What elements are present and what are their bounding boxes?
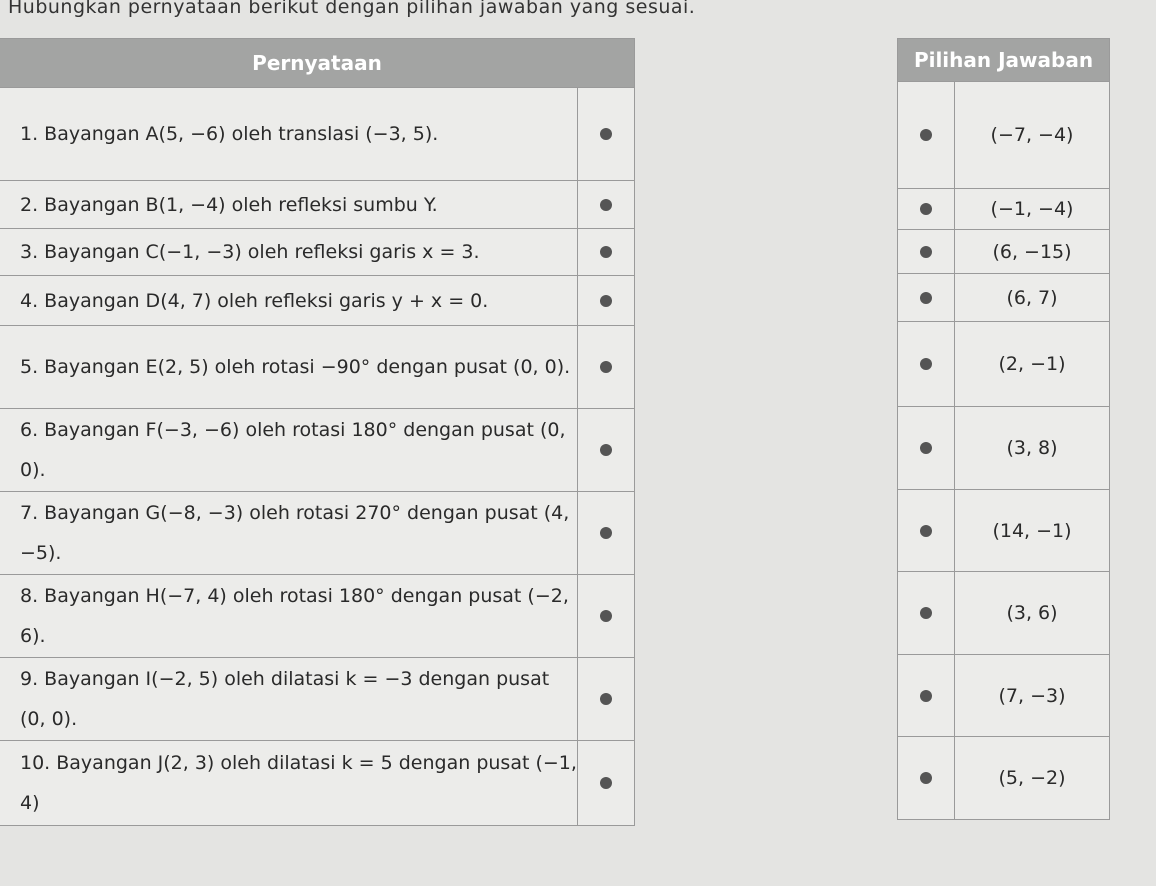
statement-text: 9. Bayangan I(−2, 5) oleh dilatasi k = −… [0,657,578,741]
statement-connector[interactable] [577,180,635,229]
statement-row: 9. Bayangan I(−2, 5) oleh dilatasi k = −… [0,657,635,741]
statement-connector[interactable] [577,228,635,276]
answer-text: (−7, −4) [954,81,1110,189]
statement-connector[interactable] [577,657,635,741]
answer-row: (14, −1) [897,489,1110,572]
answer-row: (−7, −4) [897,81,1110,189]
statement-text: 1. Bayangan A(5, −6) oleh translasi (−3,… [0,87,578,181]
statement-row: 3. Bayangan C(−1, −3) oleh refleksi gari… [0,228,635,276]
answer-text: (3, 8) [954,406,1110,490]
answer-row: (5, −2) [897,736,1110,820]
answer-connector[interactable] [897,321,955,407]
statement-row: 2. Bayangan B(1, −4) oleh refleksi sumbu… [0,180,635,229]
answer-row: (3, 8) [897,406,1110,490]
connector-dot-icon[interactable] [600,361,612,373]
connector-dot-icon[interactable] [600,693,612,705]
answer-connector[interactable] [897,81,955,189]
answer-row: (6, 7) [897,273,1110,322]
answer-text: (3, 6) [954,571,1110,655]
statement-row: 6. Bayangan F(−3, −6) oleh rotasi 180° d… [0,408,635,492]
connector-dot-icon[interactable] [600,444,612,456]
connector-dot-icon[interactable] [600,128,612,140]
answer-connector[interactable] [897,229,955,274]
answer-connector[interactable] [897,273,955,322]
statement-text: 3. Bayangan C(−1, −3) oleh refleksi gari… [0,228,578,276]
statement-connector[interactable] [577,740,635,826]
answer-connector[interactable] [897,406,955,490]
connector-dot-icon[interactable] [600,294,612,307]
statement-row: 4. Bayangan D(4, 7) oleh refleksi garis … [0,275,635,326]
statement-connector[interactable] [577,408,635,492]
statement-text: 6. Bayangan F(−3, −6) oleh rotasi 180° d… [0,408,578,492]
connector-dot-icon[interactable] [920,772,932,784]
answer-row: (6, −15) [897,229,1110,274]
statement-row: 10. Bayangan J(2, 3) oleh dilatasi k = 5… [0,740,635,826]
answer-text: (6, 7) [954,273,1110,322]
connector-dot-icon[interactable] [600,527,612,539]
statement-row: 1. Bayangan A(5, −6) oleh translasi (−3,… [0,87,635,181]
connector-dot-icon[interactable] [600,610,612,622]
statements-header: Pernyataan [0,38,635,88]
answer-row: (2, −1) [897,321,1110,407]
instruction-text: Hubungkan pernyataan berikut dengan pili… [8,0,696,18]
answer-text: (14, −1) [954,489,1110,572]
connector-dot-icon[interactable] [920,442,932,454]
statement-row: 7. Bayangan G(−8, −3) oleh rotasi 270° d… [0,491,635,575]
connector-dot-icon[interactable] [920,129,932,141]
answer-text: (5, −2) [954,736,1110,820]
answer-connector[interactable] [897,736,955,820]
statements-table: Pernyataan 1. Bayangan A(5, −6) oleh tra… [0,38,635,826]
answer-text: (−1, −4) [954,188,1110,230]
statement-text: 7. Bayangan G(−8, −3) oleh rotasi 270° d… [0,491,578,575]
answer-text: (2, −1) [954,321,1110,407]
statement-text: 4. Bayangan D(4, 7) oleh refleksi garis … [0,275,578,326]
answer-text: (7, −3) [954,654,1110,737]
statement-connector[interactable] [577,275,635,326]
answer-connector[interactable] [897,188,955,230]
statement-text: 5. Bayangan E(2, 5) oleh rotasi −90° den… [0,325,578,409]
connector-dot-icon[interactable] [920,607,932,619]
answer-row: (3, 6) [897,571,1110,655]
answer-connector[interactable] [897,654,955,737]
connector-dot-icon[interactable] [600,777,612,789]
statement-connector[interactable] [577,87,635,181]
statement-connector[interactable] [577,325,635,409]
answer-connector[interactable] [897,571,955,655]
answers-table: Pilihan Jawaban (−7, −4) (−1, −4) (6, −15)… [897,38,1110,820]
connector-dot-icon[interactable] [920,245,932,258]
answer-row: (−1, −4) [897,188,1110,230]
answer-row: (7, −3) [897,654,1110,737]
statement-text: 2. Bayangan B(1, −4) oleh refleksi sumbu… [0,180,578,229]
connector-dot-icon[interactable] [920,203,932,215]
statement-row: 8. Bayangan H(−7, 4) oleh rotasi 180° de… [0,574,635,658]
answer-connector[interactable] [897,489,955,572]
answers-header: Pilihan Jawaban [897,38,1110,82]
connector-dot-icon[interactable] [920,358,932,370]
connector-dot-icon[interactable] [920,689,932,702]
answer-text: (6, −15) [954,229,1110,274]
connector-dot-icon[interactable] [600,198,612,211]
connector-dot-icon[interactable] [600,246,612,258]
statement-connector[interactable] [577,491,635,575]
statement-connector[interactable] [577,574,635,658]
statement-text: 10. Bayangan J(2, 3) oleh dilatasi k = 5… [0,740,578,826]
connector-dot-icon[interactable] [920,291,932,304]
connector-dot-icon[interactable] [920,524,932,537]
statement-text: 8. Bayangan H(−7, 4) oleh rotasi 180° de… [0,574,578,658]
statement-row: 5. Bayangan E(2, 5) oleh rotasi −90° den… [0,325,635,409]
